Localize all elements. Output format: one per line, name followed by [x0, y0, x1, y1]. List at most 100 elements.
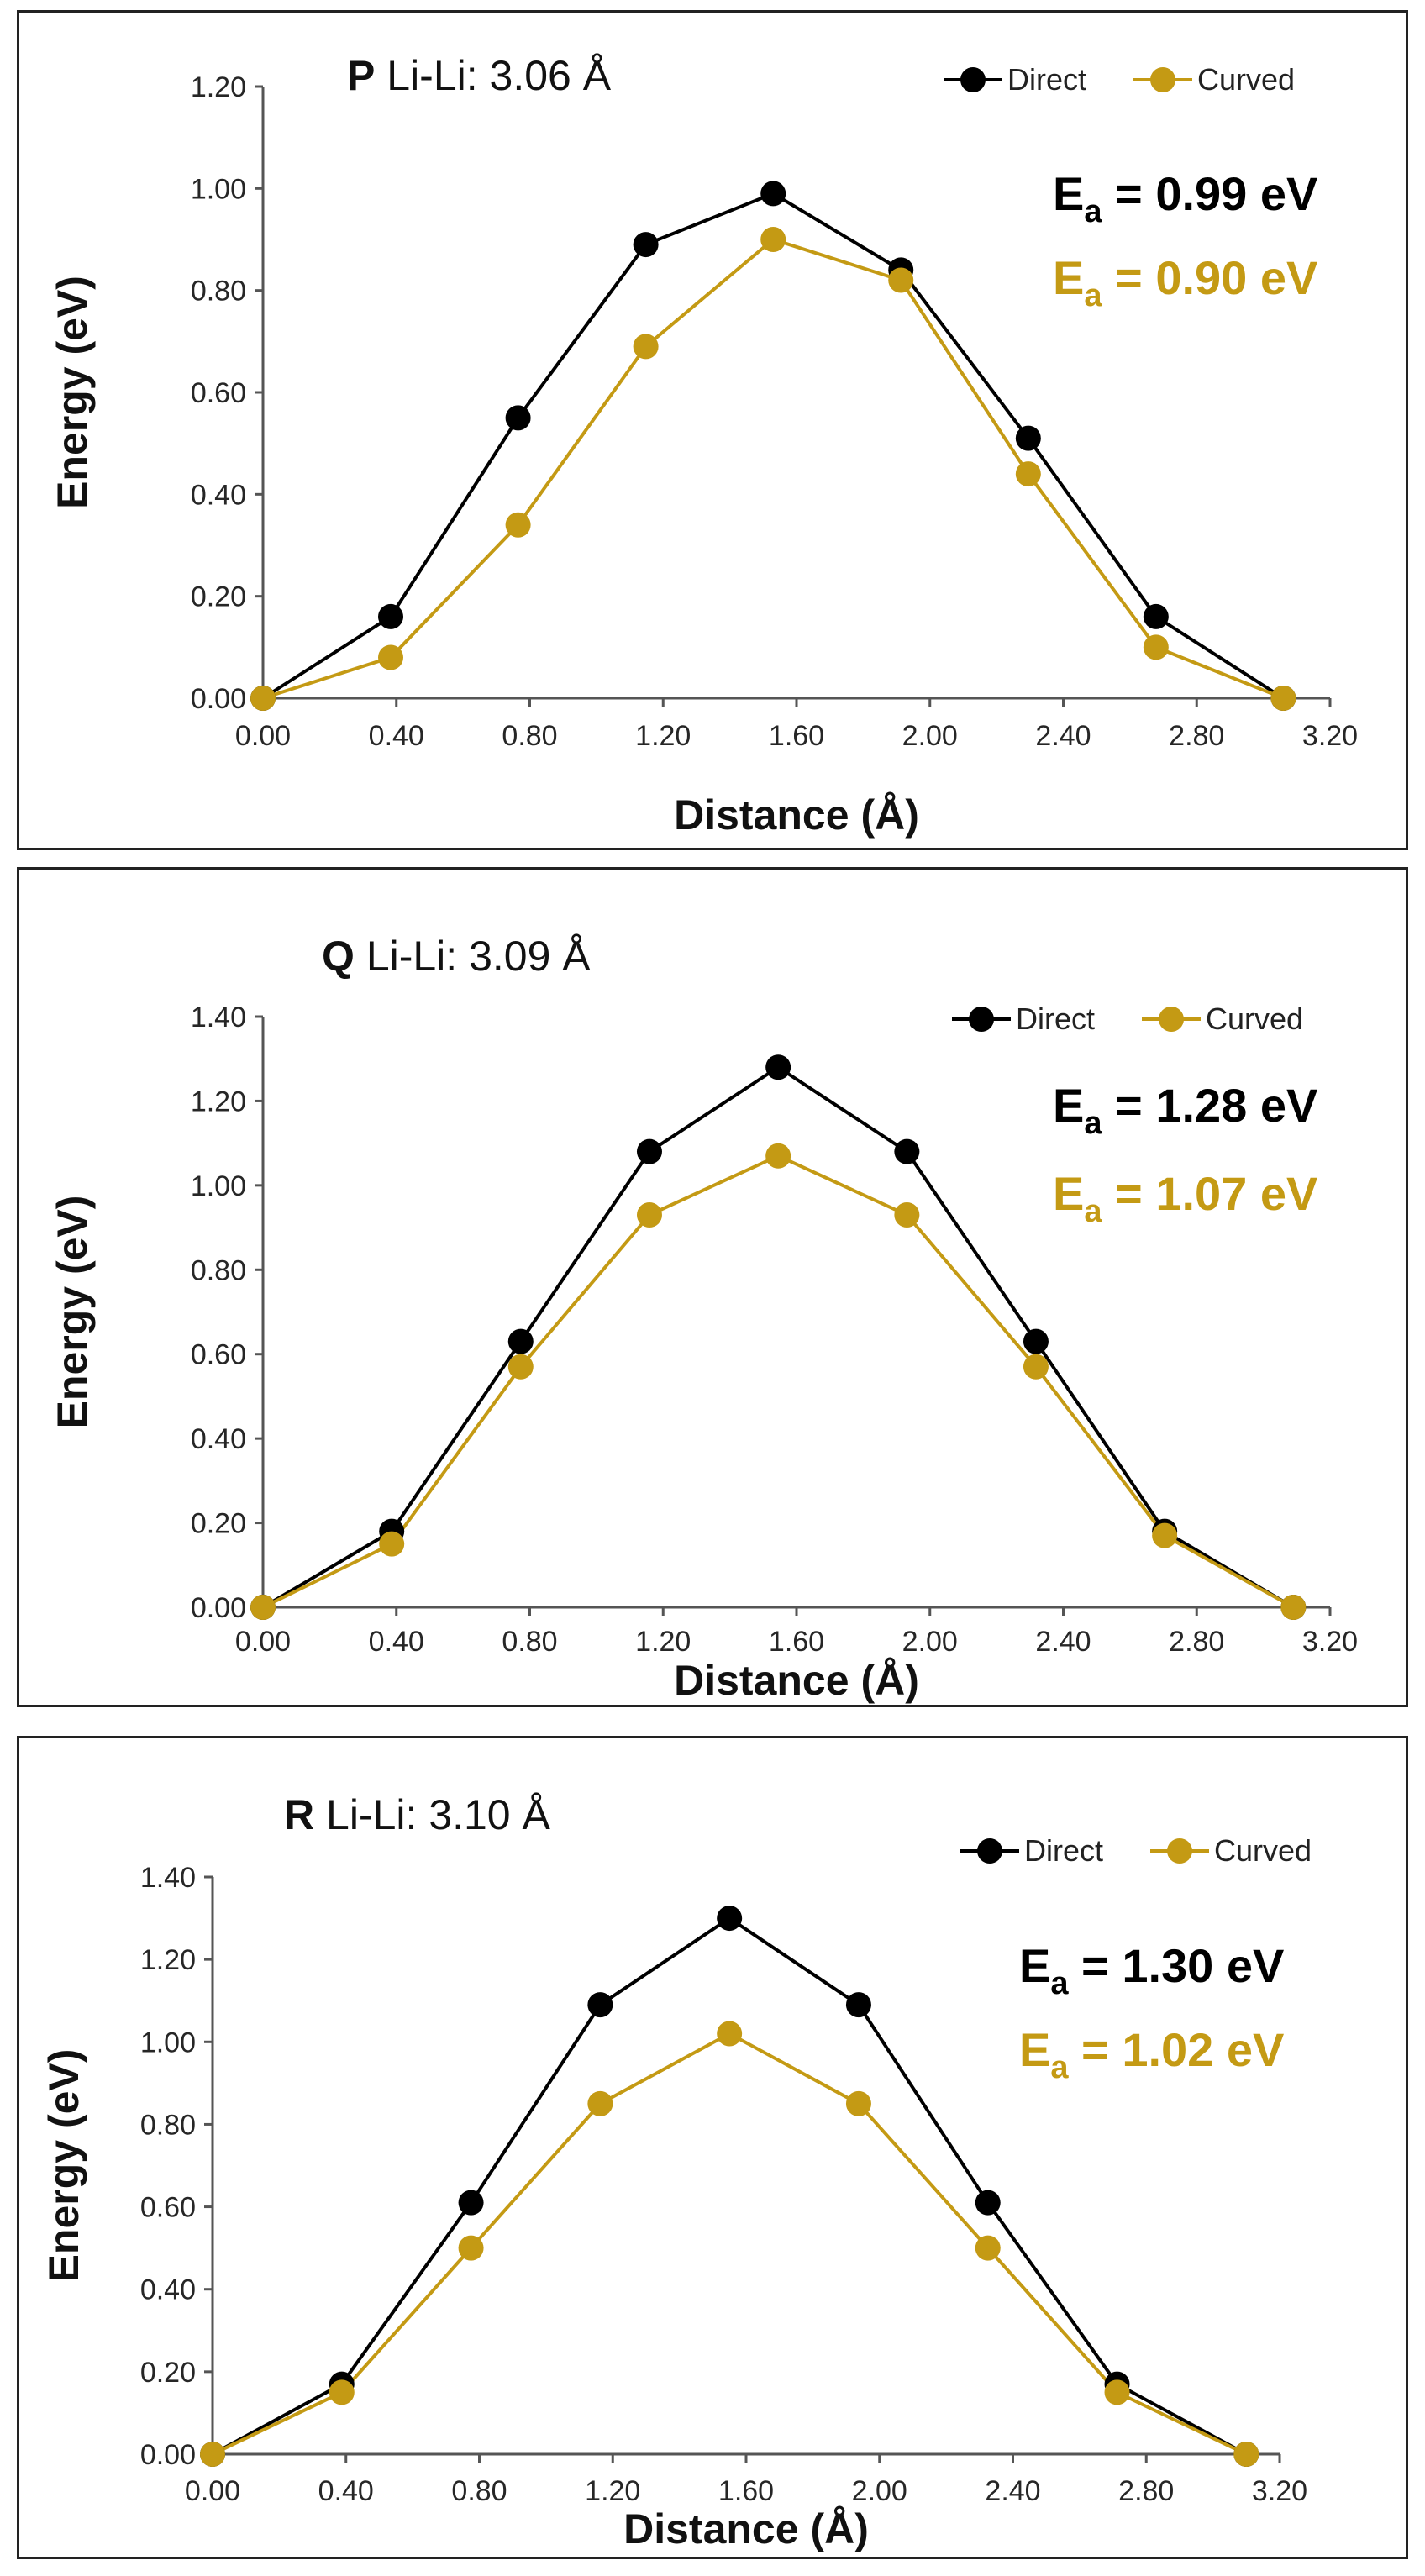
ea-value: = 1.30 eV [1069, 1939, 1285, 1992]
data-point-curved [1143, 634, 1169, 660]
x-axis-title: Distance (Å) [674, 1657, 919, 1704]
x-tick-label: 0.40 [318, 2475, 374, 2507]
y-tick-label: 1.00 [191, 173, 246, 205]
y-tick-label: 0.60 [191, 377, 246, 409]
activation-energy-label: Ea = 1.07 eV [1053, 1167, 1317, 1229]
activation-energy-label: Ea = 1.30 eV [1019, 1939, 1284, 2001]
panel-title-gap [355, 933, 366, 980]
chart-panel-q: 0.00 0.20 0.40 0.60 0.80 1.00 1.20 1.40 0.00 0.40… [17, 867, 1408, 1707]
data-point-curved [458, 2235, 484, 2261]
panel-letter: R [284, 1791, 314, 1838]
data-point-curved [587, 2090, 613, 2116]
x-tick-label: 2.40 [1035, 720, 1091, 752]
data-point-direct [378, 603, 404, 629]
data-point-curved [329, 2379, 355, 2405]
activation-energy-label: Ea = 1.28 eV [1053, 1079, 1317, 1141]
data-point-direct [717, 1906, 743, 1932]
legend-label-direct: Direct [1024, 1833, 1103, 1868]
data-point-curved [975, 2235, 1001, 2261]
data-point-direct [845, 1992, 871, 2018]
legend-marker-direct [977, 1838, 1002, 1864]
x-tick-label: 1.60 [769, 1626, 824, 1658]
data-point-curved [378, 644, 404, 670]
panel-title: R Li-Li: 3.10 Å [284, 1791, 550, 1838]
legend-label-curved: Curved [1206, 1001, 1303, 1036]
series-line-direct [212, 1916, 1248, 2456]
data-point-curved [1233, 2442, 1259, 2467]
y-axis-title: Energy (eV) [49, 1196, 96, 1429]
ea-subscript: a [1050, 1966, 1069, 2001]
panel-title-gap [314, 1791, 326, 1838]
data-point-curved [1280, 1595, 1307, 1620]
x-tick-label: 0.00 [185, 2475, 240, 2507]
data-point-direct [587, 1992, 613, 2018]
data-point-direct [1015, 425, 1041, 451]
x-tick-label: 3.20 [1302, 720, 1358, 752]
data-point-curved [888, 267, 914, 293]
data-point-direct [633, 232, 659, 258]
data-point-curved [250, 1595, 276, 1620]
panel-title-gap [375, 52, 386, 99]
data-point-curved [760, 227, 786, 252]
ea-value: = 1.02 eV [1069, 2023, 1285, 2076]
panel-title-text: Li-Li: 3.09 Å [366, 933, 591, 980]
x-tick-label: 2.40 [1035, 1626, 1091, 1658]
data-point-curved [1023, 1354, 1049, 1380]
ea-symbol: E [1053, 251, 1084, 304]
y-tick-label: 0.40 [191, 1423, 246, 1455]
x-axis-title: Distance (Å) [674, 791, 919, 839]
ea-subscript: a [1084, 194, 1102, 229]
data-point-curved [1015, 461, 1041, 487]
data-point-curved [200, 2442, 225, 2467]
y-axis-title: Energy (eV) [40, 2049, 87, 2283]
x-tick-label: 0.00 [235, 720, 291, 752]
legend-marker-direct [960, 67, 986, 92]
chart-svg: 0.00 0.20 0.40 0.60 0.80 1.00 1.20 1.40 0.00 0.40… [40, 1791, 1312, 2552]
legend-marker-curved [1159, 1007, 1184, 1032]
y-tick-label: 0.00 [191, 683, 246, 715]
data-point-direct [507, 1328, 534, 1354]
data-point-curved [717, 2021, 743, 2047]
ea-symbol: E [1053, 1079, 1084, 1132]
chart-panel-r: 0.00 0.20 0.40 0.60 0.80 1.00 1.20 1.40 0.00 0.40… [17, 1736, 1408, 2559]
y-tick-label: 1.20 [191, 71, 246, 103]
data-point-direct [894, 1138, 920, 1164]
data-point-direct [975, 2190, 1001, 2216]
legend-marker-direct [969, 1007, 994, 1032]
data-point-direct [1143, 603, 1169, 629]
y-tick-label: 1.40 [191, 1001, 246, 1033]
data-point-direct [458, 2190, 484, 2216]
y-tick-label: 0.40 [140, 2274, 196, 2306]
y-tick-label: 0.60 [191, 1339, 246, 1371]
legend-label-curved: Curved [1197, 62, 1295, 97]
data-point-curved [1152, 1522, 1178, 1548]
panel-letter: Q [322, 933, 355, 980]
panel-title: P Li-Li: 3.06 Å [347, 52, 612, 99]
y-tick-label: 0.60 [140, 2192, 196, 2224]
chart-panel-p: 0.00 0.20 0.40 0.60 0.80 1.00 1.20 0.00 0.40 0.80… [17, 10, 1408, 850]
legend-label-curved: Curved [1214, 1833, 1312, 1868]
y-tick-label: 0.80 [140, 2109, 196, 2141]
x-tick-label: 2.40 [985, 2475, 1040, 2507]
x-tick-label: 2.80 [1169, 1626, 1224, 1658]
data-point-curved [1104, 2379, 1130, 2405]
ea-symbol: E [1019, 1939, 1050, 1992]
data-point-curved [1270, 686, 1296, 711]
y-tick-label: 1.00 [140, 2027, 196, 2058]
y-tick-label: 0.80 [191, 276, 246, 308]
chart-svg: 0.00 0.20 0.40 0.60 0.80 1.00 1.20 1.40 0.00 0.40… [49, 933, 1358, 1704]
x-axis-title: Distance (Å) [623, 2505, 869, 2552]
y-tick-label: 0.00 [191, 1592, 246, 1624]
data-point-curved [845, 2090, 871, 2116]
x-tick-label: 0.40 [369, 1626, 424, 1658]
x-tick-label: 2.00 [852, 2475, 907, 2507]
x-tick-label: 2.80 [1169, 720, 1224, 752]
y-tick-label: 0.20 [191, 1508, 246, 1540]
ea-subscript: a [1084, 1194, 1102, 1229]
x-tick-label: 1.60 [769, 720, 824, 752]
x-tick-label: 0.00 [235, 1626, 291, 1658]
x-tick-label: 2.00 [902, 720, 958, 752]
ea-symbol: E [1019, 2023, 1050, 2076]
data-point-direct [760, 181, 786, 207]
activation-energy-label: Ea = 0.90 eV [1053, 251, 1317, 313]
